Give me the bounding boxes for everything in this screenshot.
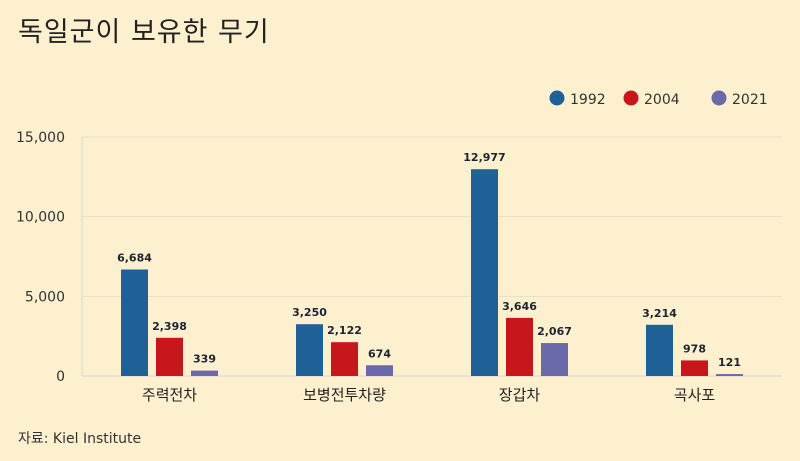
bar-2021-1 <box>366 365 393 376</box>
data-label: 2,122 <box>327 324 362 337</box>
y-tick-label: 0 <box>56 369 65 385</box>
source-note: 자료: Kiel Institute <box>18 431 142 447</box>
data-label: 978 <box>683 342 706 355</box>
y-tick-label: 15,000 <box>16 130 65 146</box>
legend-swatch-2004 <box>623 90 639 106</box>
bar-2004-3 <box>681 360 708 376</box>
gridlines <box>82 136 782 297</box>
x-category-label: 보병전투차량 <box>303 386 386 404</box>
data-label: 3,214 <box>642 307 677 320</box>
legend-label-2004: 2004 <box>644 92 680 108</box>
data-label: 3,250 <box>292 306 327 319</box>
bar-2021-0 <box>191 370 218 376</box>
data-label: 2,398 <box>152 320 187 333</box>
data-label: 6,684 <box>117 252 152 265</box>
x-category-label: 장갑차 <box>499 386 541 404</box>
bar-2021-3 <box>716 374 743 376</box>
bar-1992-0 <box>121 269 148 376</box>
y-tick-label: 10,000 <box>16 210 65 226</box>
bar-2004-0 <box>156 337 183 376</box>
data-label: 2,067 <box>537 325 572 338</box>
legend: 1992 2004 2021 <box>549 90 768 108</box>
data-label: 674 <box>368 347 391 360</box>
legend-swatch-2021 <box>711 90 727 106</box>
bar-1992-1 <box>296 324 323 376</box>
legend-label-2021: 2021 <box>732 92 768 108</box>
bar-2004-1 <box>331 342 358 376</box>
data-label: 3,646 <box>502 300 537 313</box>
bar-1992-2 <box>471 169 498 376</box>
bar-1992-3 <box>646 324 673 376</box>
chart-title: 독일군이 보유한 무기 <box>18 17 270 48</box>
bar-2021-2 <box>541 343 568 376</box>
x-category-label: 주력전차 <box>142 386 197 404</box>
data-label: 121 <box>718 356 741 369</box>
bar-series <box>121 169 743 376</box>
bar-2004-2 <box>506 317 533 376</box>
legend-label-1992: 1992 <box>570 92 606 108</box>
legend-swatch-1992 <box>549 90 565 106</box>
data-label: 339 <box>193 353 216 366</box>
y-tick-label: 5,000 <box>25 289 65 305</box>
data-label: 12,977 <box>463 151 505 164</box>
x-axis: 주력전차 보병전투차량 장갑차 곡사포 <box>142 386 715 404</box>
x-category-label: 곡사포 <box>674 386 716 404</box>
